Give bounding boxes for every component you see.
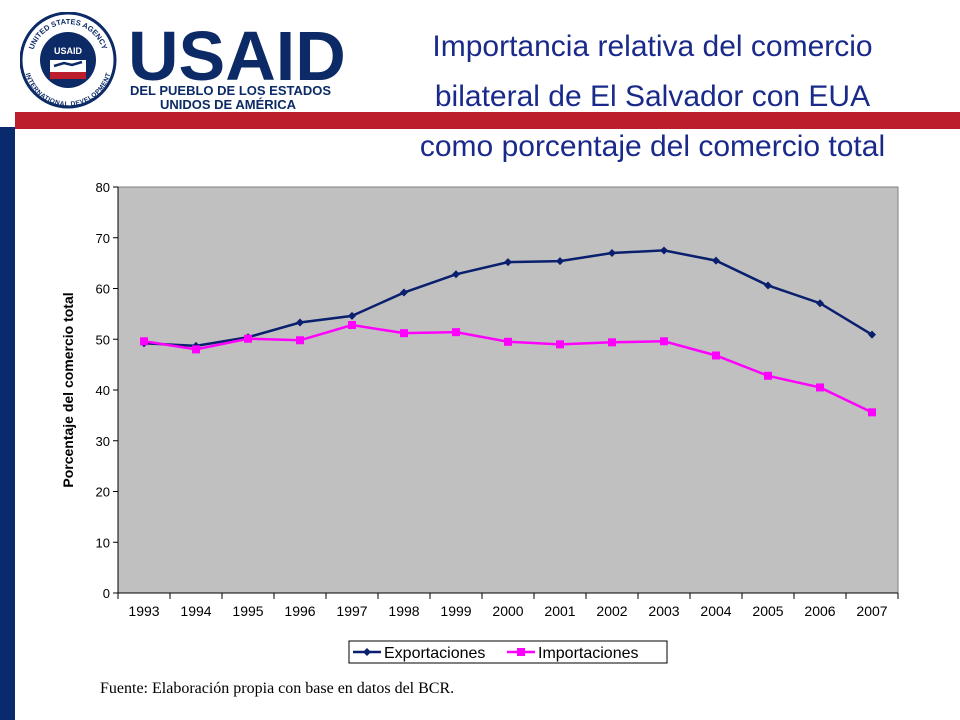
data-point-exportaciones — [296, 318, 304, 327]
usaid-seal-icon: UNITED STATES AGENCY INTERNATIONAL DEVEL… — [19, 11, 117, 109]
x-tick-label: 2007 — [856, 603, 887, 619]
data-point-importaciones — [452, 328, 460, 337]
x-tick-label: 1997 — [336, 603, 367, 619]
left-accent-bar — [0, 127, 15, 720]
logo-tagline-line2: UNIDOS DE AMÉRICA — [160, 97, 297, 110]
data-point-exportaciones — [764, 281, 772, 290]
usaid-logo-graphic: UNITED STATES AGENCY INTERNATIONAL DEVEL… — [19, 11, 346, 112]
data-point-exportaciones — [400, 288, 408, 297]
chart-svg: 0 10 20 30 40 50 60 70 80 1993 1994 1995 1996 1997 199… — [60, 180, 899, 664]
data-point-exportaciones — [712, 256, 720, 265]
title-line-3: como porcentaje del comercio total — [419, 130, 886, 163]
x-tick-label: 1996 — [284, 603, 315, 619]
legend-label: Importaciones — [538, 645, 639, 662]
y-tick-label: 0 — [103, 586, 110, 601]
legend-marker — [517, 648, 525, 656]
data-point-exportaciones — [452, 270, 460, 279]
data-point-exportaciones — [608, 248, 616, 257]
data-point-exportaciones — [504, 258, 512, 267]
data-point-importaciones — [504, 337, 512, 346]
x-tick-label: 2004 — [700, 603, 731, 619]
data-point-exportaciones — [556, 257, 564, 266]
x-tick-label: 1998 — [388, 603, 419, 619]
usaid-logo: UNITED STATES AGENCY INTERNATIONAL DEVEL… — [19, 11, 350, 112]
data-point-importaciones — [244, 334, 252, 343]
y-tick-label: 30 — [96, 434, 110, 449]
y-axis-label: Porcentaje del comercio total — [60, 292, 76, 487]
data-point-importaciones — [764, 371, 772, 380]
y-tick-label: 50 — [96, 332, 110, 347]
slide-title: Importancia relativa del comercio bilate… — [360, 22, 945, 172]
legend-marker — [363, 648, 371, 656]
source-note: Fuente: Elaboración propia con base en d… — [100, 680, 455, 697]
data-point-importaciones — [400, 329, 408, 338]
data-point-importaciones — [296, 336, 304, 345]
data-point-exportaciones — [348, 311, 356, 320]
x-tick-label: 2006 — [804, 603, 835, 619]
y-tick-label: 70 — [96, 231, 110, 246]
data-point-importaciones — [348, 321, 356, 330]
data-point-importaciones — [556, 340, 564, 349]
usaid-wordmark: USAID — [128, 17, 346, 95]
x-tick-label: 2000 — [492, 603, 523, 619]
line-chart: 0 10 20 30 40 50 60 70 80 1993 1994 1995 1996 1997 199… — [40, 170, 920, 680]
y-tick-label: 20 — [96, 485, 110, 500]
logo-tagline-line1: DEL PUEBLO DE LOS ESTADOS — [130, 83, 331, 98]
x-tick-label: 2002 — [596, 603, 627, 619]
y-tick-label: 60 — [96, 282, 110, 297]
title-line-2: bilateral de El Salvador con EUA — [434, 80, 871, 113]
x-tick-label: 1993 — [128, 603, 159, 619]
header-red-band — [15, 112, 960, 129]
plot-area — [117, 186, 899, 594]
y-tick-label: 10 — [96, 535, 110, 550]
x-tick-label: 1995 — [232, 603, 263, 619]
data-point-exportaciones — [816, 299, 824, 308]
x-tick-label: 1994 — [180, 603, 211, 619]
legend-label: Exportaciones — [384, 645, 485, 662]
data-point-importaciones — [140, 337, 148, 346]
seal-label: USAID — [54, 46, 83, 56]
x-tick-label: 2001 — [544, 603, 575, 619]
x-tick-label: 2003 — [648, 603, 679, 619]
title-line-1: Importancia relativa del comercio — [432, 30, 873, 63]
data-point-importaciones — [868, 408, 876, 417]
y-tick-label: 40 — [96, 383, 110, 398]
data-point-importaciones — [660, 337, 668, 346]
x-tick-label: 2005 — [752, 603, 783, 619]
data-point-importaciones — [712, 351, 720, 360]
data-point-exportaciones — [660, 246, 668, 255]
x-tick-label: 1999 — [440, 603, 471, 619]
data-point-importaciones — [608, 338, 616, 347]
y-tick-label: 80 — [96, 180, 110, 195]
data-point-exportaciones — [868, 330, 876, 339]
data-point-importaciones — [192, 345, 200, 354]
data-point-importaciones — [816, 383, 824, 392]
